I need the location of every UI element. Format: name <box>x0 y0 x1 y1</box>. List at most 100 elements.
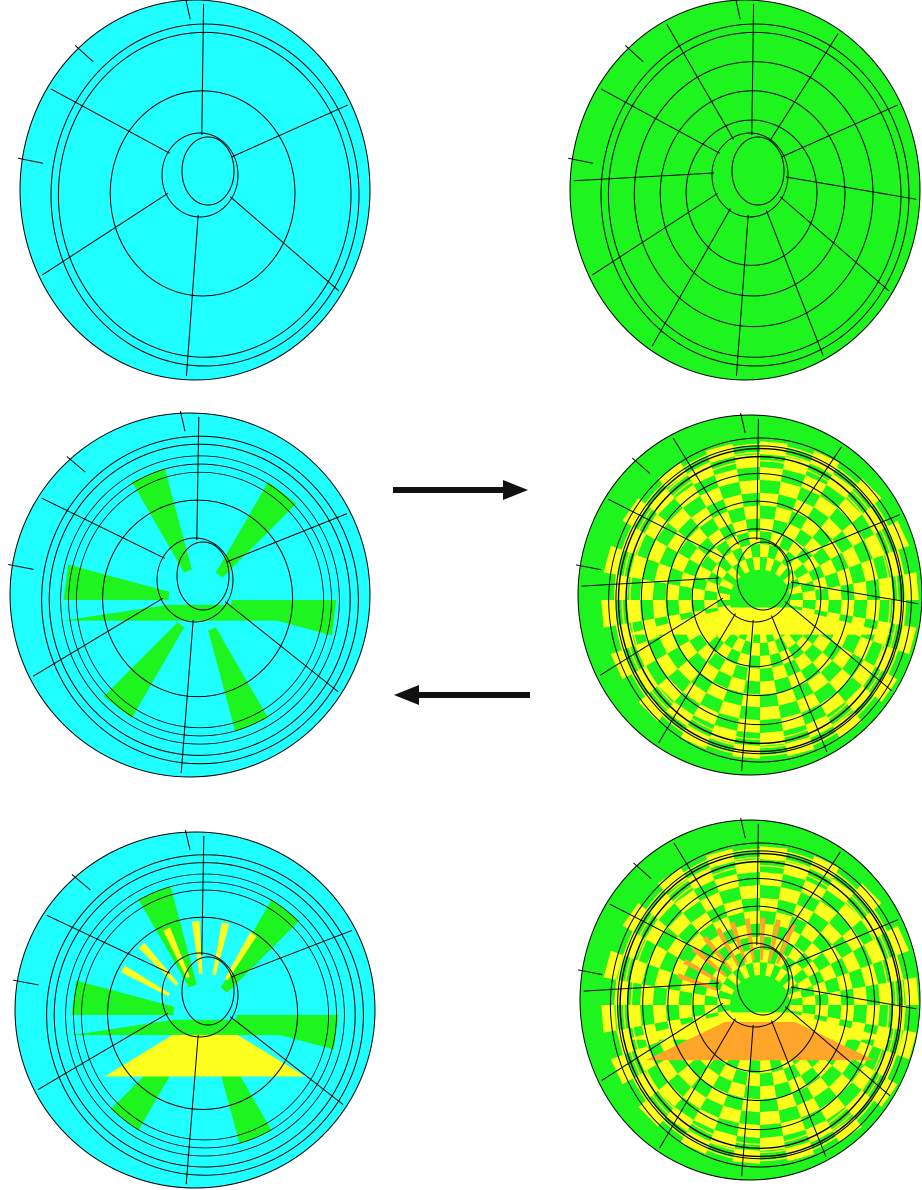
checker-cell <box>796 1097 821 1118</box>
checker-cell <box>627 1005 642 1029</box>
disc-base <box>569 0 921 381</box>
shell-edge <box>633 862 652 879</box>
mesh-ring <box>609 842 911 1168</box>
shell-edge <box>185 0 191 20</box>
accent-petal <box>702 935 733 972</box>
checker-cell <box>819 559 837 577</box>
mesh-ring <box>53 862 356 1168</box>
mesh-spoke <box>609 903 725 964</box>
checker-cell <box>743 505 760 520</box>
mesh-ring <box>57 31 352 358</box>
mesh-spoke <box>41 497 165 559</box>
checker-cell <box>809 855 840 879</box>
checker-cell <box>783 572 798 585</box>
shell-edge <box>740 412 746 434</box>
checker-cell <box>845 1090 872 1117</box>
checker-cell <box>812 634 831 653</box>
checker-cell <box>704 580 720 593</box>
accent-petal <box>212 922 230 976</box>
checker-cell <box>800 923 821 943</box>
checker-cell <box>886 925 910 956</box>
accent-fill <box>104 1034 306 1077</box>
mesh-spoke <box>666 24 735 140</box>
checker-cell <box>804 537 823 556</box>
shell-edge <box>66 456 86 473</box>
mesh-spoke <box>599 597 724 676</box>
checker-cell <box>738 964 750 980</box>
checker-cell <box>794 1057 813 1076</box>
checker-cell <box>776 1093 797 1111</box>
mesh-ring <box>617 850 903 1160</box>
mesh-spoke <box>756 823 759 946</box>
checker-cell <box>652 600 667 619</box>
checker-cell <box>832 1116 863 1143</box>
checker-cell <box>719 578 734 590</box>
shell-edge <box>184 829 191 850</box>
mesh-spoke <box>32 597 164 677</box>
checker-cell <box>610 1054 634 1085</box>
pattern-layer <box>601 846 919 1164</box>
checker-cell <box>638 693 667 722</box>
checker-cell <box>864 533 886 559</box>
mesh-spoke <box>592 192 719 276</box>
checker-cell <box>712 511 733 530</box>
checker-cell <box>697 644 716 663</box>
petal <box>71 980 175 1015</box>
petal <box>63 564 170 600</box>
mesh-spoke <box>774 446 842 547</box>
checker-cell <box>774 952 788 968</box>
checker-cell <box>752 556 760 571</box>
checker-cell <box>678 640 698 661</box>
checker-cell <box>699 662 720 682</box>
mesh-spoke <box>769 33 839 142</box>
panel-coarse-level-2 <box>13 829 376 1189</box>
shell-edge <box>631 457 651 474</box>
checker-cell <box>852 986 868 1005</box>
checker-cell <box>655 653 678 678</box>
checker-cell <box>802 555 820 573</box>
pattern-layer <box>65 873 345 1157</box>
checker-cell <box>657 867 688 894</box>
mesh-spoke <box>785 176 917 200</box>
mesh-spoke <box>786 919 899 968</box>
checker-cell <box>741 1097 760 1113</box>
checker-cell <box>822 539 842 560</box>
checker-cell <box>801 474 827 496</box>
shell-edge <box>71 874 91 891</box>
shell-edge <box>179 410 186 432</box>
mesh-spoke <box>196 416 200 541</box>
shell-edge <box>13 979 39 986</box>
checker-cell <box>820 517 843 540</box>
checker-cell <box>695 565 712 581</box>
checker-cell <box>671 552 690 573</box>
checker-cell <box>711 564 727 579</box>
panel-fine-level-1 <box>576 412 922 776</box>
checker-cell <box>693 704 719 726</box>
accent-petal <box>163 927 190 979</box>
checker-cell <box>725 535 741 552</box>
petal <box>215 481 297 578</box>
checker-cell <box>837 903 862 928</box>
checker-cell <box>741 693 760 708</box>
checker-cell <box>724 956 739 973</box>
mesh-spoke <box>231 104 348 158</box>
checker-cell <box>718 1105 742 1124</box>
petal <box>103 622 185 719</box>
checker-cell <box>711 969 728 984</box>
checker-cell <box>610 649 634 680</box>
checker-cell <box>739 479 760 495</box>
checker-cell <box>780 712 806 732</box>
checker-cell <box>682 1087 707 1110</box>
checker-cell <box>819 964 837 982</box>
checker-cell <box>760 1085 777 1100</box>
accent-petal <box>760 917 766 961</box>
checker-cell <box>667 912 692 937</box>
checker-cell <box>659 632 679 654</box>
mesh-ring <box>48 443 351 756</box>
checker-cell <box>789 600 804 608</box>
checker-cell <box>727 1081 746 1098</box>
checker-cell <box>792 499 814 519</box>
checker-cell <box>852 636 873 661</box>
checker-cell <box>765 962 775 977</box>
mesh-spoke <box>735 214 749 377</box>
